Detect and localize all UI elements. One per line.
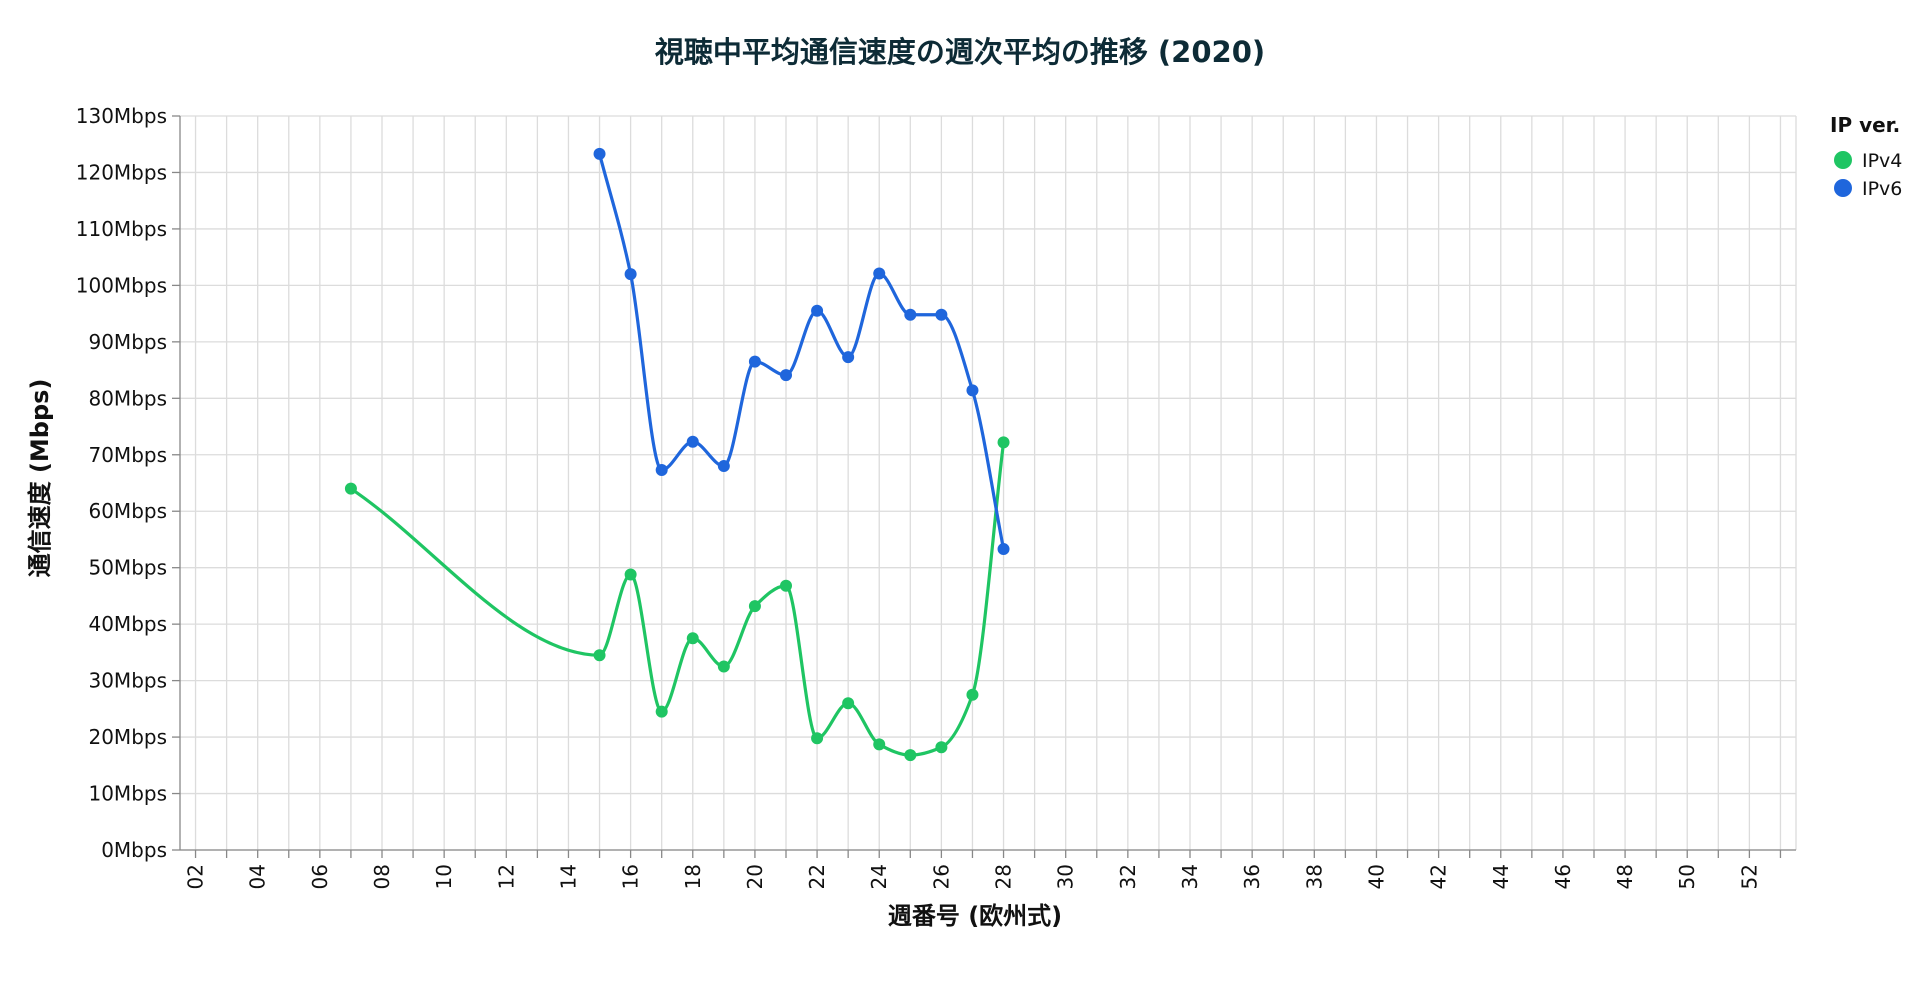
data-point-ipv4[interactable] bbox=[686, 632, 699, 645]
data-point-ipv6[interactable] bbox=[593, 147, 606, 160]
data-point-ipv4[interactable] bbox=[811, 732, 824, 745]
data-point-ipv4[interactable] bbox=[904, 749, 917, 762]
data-point-ipv4[interactable] bbox=[624, 568, 637, 581]
x-tick-label: 46 bbox=[1551, 864, 1575, 889]
x-tick-label: 48 bbox=[1613, 864, 1637, 889]
series-line-ipv6 bbox=[597, 153, 1006, 550]
legend-item-ipv6: IPv6 bbox=[1834, 178, 1902, 200]
x-tick-label: 34 bbox=[1178, 864, 1202, 889]
x-tick-label: 04 bbox=[246, 864, 270, 889]
x-tick-label: 14 bbox=[556, 864, 580, 889]
legend-item-ipv4: IPv4 bbox=[1834, 150, 1902, 172]
data-point-ipv4[interactable] bbox=[344, 482, 357, 495]
y-tick-label: 100Mbps bbox=[76, 273, 167, 297]
data-point-ipv6[interactable] bbox=[997, 543, 1010, 556]
data-point-ipv6[interactable] bbox=[686, 435, 699, 448]
y-tick-label: 50Mbps bbox=[88, 556, 167, 580]
x-tick-label: 06 bbox=[308, 864, 332, 889]
series-ipv6 bbox=[593, 147, 1010, 556]
x-tick-label: 24 bbox=[867, 864, 891, 889]
y-tick-label: 130Mbps bbox=[76, 104, 167, 128]
data-point-ipv4[interactable] bbox=[935, 741, 948, 754]
x-tick-label: 38 bbox=[1302, 864, 1326, 889]
legend-swatch-ipv6 bbox=[1834, 179, 1852, 197]
series-line-ipv4 bbox=[350, 442, 1006, 757]
data-point-ipv6[interactable] bbox=[717, 460, 730, 473]
chart-title: 視聴中平均通信速度の週次平均の推移 (2020) bbox=[655, 35, 1265, 69]
x-tick-label: 18 bbox=[681, 864, 705, 889]
data-point-ipv6[interactable] bbox=[655, 464, 668, 477]
y-tick-label: 120Mbps bbox=[76, 160, 167, 184]
data-point-ipv4[interactable] bbox=[842, 697, 855, 710]
data-point-ipv4[interactable] bbox=[593, 649, 606, 662]
grid-lines bbox=[180, 115, 1797, 851]
data-point-ipv6[interactable] bbox=[780, 369, 792, 382]
data-point-ipv6[interactable] bbox=[842, 351, 855, 364]
y-tick-label: 60Mbps bbox=[88, 499, 167, 523]
data-point-ipv6[interactable] bbox=[873, 267, 886, 280]
x-tick-label: 32 bbox=[1116, 864, 1140, 889]
y-tick-label: 0Mbps bbox=[101, 838, 167, 862]
data-point-ipv4[interactable] bbox=[748, 600, 761, 613]
x-tick-label: 52 bbox=[1737, 864, 1761, 889]
x-tick-label: 30 bbox=[1054, 864, 1078, 889]
legend: IP ver. IPv4 IPv6 bbox=[1830, 113, 1902, 200]
x-tick-label: 10 bbox=[432, 864, 456, 889]
legend-items: IPv4 IPv6 bbox=[1834, 150, 1902, 200]
series-ipv4 bbox=[344, 436, 1010, 762]
x-tick-label: 42 bbox=[1427, 864, 1451, 889]
data-point-ipv6[interactable] bbox=[935, 308, 948, 321]
x-tick-label: 26 bbox=[929, 864, 953, 889]
y-axis-title: 通信速度 (Mbps) bbox=[26, 379, 54, 578]
data-point-ipv6[interactable] bbox=[904, 308, 917, 321]
data-point-ipv6[interactable] bbox=[748, 355, 761, 368]
data-point-ipv4[interactable] bbox=[966, 688, 979, 701]
y-tick-label: 20Mbps bbox=[88, 725, 167, 749]
y-tick-label: 30Mbps bbox=[88, 669, 167, 693]
y-tick-label: 40Mbps bbox=[88, 612, 167, 636]
series-lines bbox=[344, 147, 1010, 762]
x-tick-label: 16 bbox=[619, 864, 643, 889]
x-tick-label: 08 bbox=[370, 864, 394, 889]
x-tick-label: 36 bbox=[1240, 864, 1264, 889]
data-point-ipv4[interactable] bbox=[873, 738, 886, 751]
x-tick-label: 28 bbox=[992, 864, 1016, 889]
x-tick-label: 40 bbox=[1364, 864, 1388, 889]
data-point-ipv4[interactable] bbox=[780, 579, 792, 592]
data-point-ipv6[interactable] bbox=[811, 304, 824, 317]
x-tick-label: 20 bbox=[743, 864, 767, 889]
data-point-ipv4[interactable] bbox=[717, 660, 730, 673]
x-tick-label: 02 bbox=[184, 864, 208, 889]
x-tick-label: 50 bbox=[1675, 864, 1699, 889]
legend-title: IP ver. bbox=[1830, 113, 1900, 137]
data-point-ipv6[interactable] bbox=[624, 268, 637, 281]
y-tick-label: 110Mbps bbox=[76, 217, 167, 241]
data-point-ipv4[interactable] bbox=[997, 436, 1010, 449]
y-tick-label: 80Mbps bbox=[88, 386, 167, 410]
x-tick-label: 22 bbox=[805, 864, 829, 889]
data-point-ipv6[interactable] bbox=[966, 384, 979, 397]
data-point-ipv4[interactable] bbox=[655, 705, 668, 718]
x-tick-label: 44 bbox=[1489, 864, 1513, 889]
x-axis-title: 週番号 (欧州式) bbox=[888, 902, 1062, 930]
y-tick-label: 10Mbps bbox=[88, 782, 167, 806]
x-tick-label: 12 bbox=[494, 864, 518, 889]
legend-label-ipv6: IPv6 bbox=[1862, 178, 1902, 200]
y-tick-label: 90Mbps bbox=[88, 330, 167, 354]
axes: 0Mbps 10Mbps 20Mbps 30Mbps 40Mbps 50Mbps 60Mbp… bbox=[76, 104, 1796, 889]
legend-swatch-ipv4 bbox=[1834, 151, 1852, 169]
y-tick-label: 70Mbps bbox=[88, 443, 167, 467]
legend-label-ipv4: IPv4 bbox=[1862, 150, 1902, 172]
